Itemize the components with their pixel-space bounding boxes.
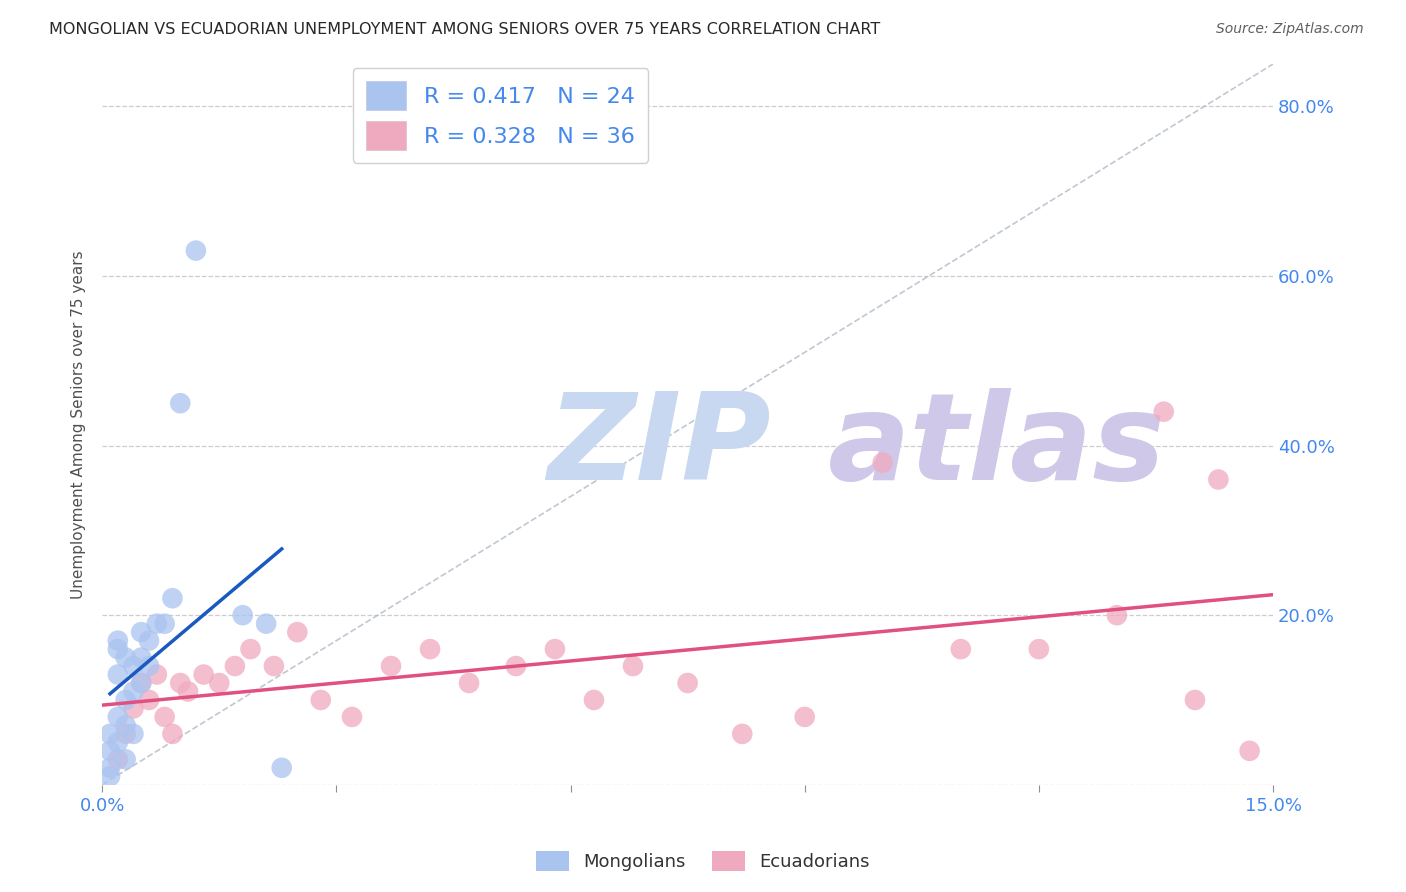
Text: atlas: atlas bbox=[828, 387, 1166, 505]
Point bbox=[184, 244, 207, 258]
Point bbox=[263, 659, 285, 673]
Point bbox=[162, 591, 184, 606]
Point bbox=[1153, 405, 1175, 419]
Point bbox=[169, 396, 191, 410]
Point bbox=[98, 761, 121, 775]
Point bbox=[1184, 693, 1206, 707]
Point bbox=[458, 676, 481, 690]
Point bbox=[239, 642, 262, 657]
Point bbox=[107, 642, 129, 657]
Point bbox=[208, 676, 231, 690]
Point bbox=[153, 616, 176, 631]
Point bbox=[129, 650, 152, 665]
Point bbox=[254, 616, 277, 631]
Point bbox=[122, 727, 145, 741]
Point bbox=[129, 676, 152, 690]
Point bbox=[949, 642, 972, 657]
Point bbox=[1239, 744, 1261, 758]
Point bbox=[114, 693, 136, 707]
Point bbox=[146, 616, 169, 631]
Point bbox=[122, 659, 145, 673]
Point bbox=[107, 667, 129, 681]
Point bbox=[793, 710, 815, 724]
Point bbox=[621, 659, 644, 673]
Point bbox=[162, 727, 184, 741]
Point bbox=[309, 693, 332, 707]
Point bbox=[122, 684, 145, 698]
Point bbox=[107, 735, 129, 749]
Point bbox=[193, 667, 215, 681]
Point bbox=[107, 710, 129, 724]
Point bbox=[1208, 473, 1230, 487]
Point bbox=[138, 693, 160, 707]
Point bbox=[98, 727, 121, 741]
Point bbox=[114, 727, 136, 741]
Point bbox=[114, 752, 136, 766]
Legend: Mongolians, Ecuadorians: Mongolians, Ecuadorians bbox=[529, 844, 877, 879]
Point bbox=[98, 744, 121, 758]
Point bbox=[676, 676, 699, 690]
Point bbox=[505, 659, 527, 673]
Point bbox=[270, 761, 292, 775]
Text: ZIP: ZIP bbox=[547, 387, 770, 505]
Point bbox=[582, 693, 605, 707]
Point bbox=[177, 684, 200, 698]
Point bbox=[107, 752, 129, 766]
Point bbox=[98, 769, 121, 783]
Y-axis label: Unemployment Among Seniors over 75 years: Unemployment Among Seniors over 75 years bbox=[72, 250, 86, 599]
Text: MONGOLIAN VS ECUADORIAN UNEMPLOYMENT AMONG SENIORS OVER 75 YEARS CORRELATION CHA: MONGOLIAN VS ECUADORIAN UNEMPLOYMENT AMO… bbox=[49, 22, 880, 37]
Point bbox=[731, 727, 754, 741]
Point bbox=[1105, 608, 1128, 623]
Point bbox=[114, 650, 136, 665]
Point bbox=[169, 676, 191, 690]
Legend: R = 0.417   N = 24, R = 0.328   N = 36: R = 0.417 N = 24, R = 0.328 N = 36 bbox=[353, 68, 648, 163]
Point bbox=[419, 642, 441, 657]
Point bbox=[340, 710, 363, 724]
Point bbox=[224, 659, 246, 673]
Point bbox=[1028, 642, 1050, 657]
Point bbox=[129, 676, 152, 690]
Point bbox=[146, 667, 169, 681]
Point bbox=[138, 633, 160, 648]
Point bbox=[122, 701, 145, 715]
Point bbox=[114, 718, 136, 732]
Point bbox=[872, 456, 894, 470]
Point bbox=[153, 710, 176, 724]
Point bbox=[380, 659, 402, 673]
Point bbox=[285, 625, 308, 640]
Point bbox=[107, 633, 129, 648]
Point bbox=[129, 625, 152, 640]
Text: Source: ZipAtlas.com: Source: ZipAtlas.com bbox=[1216, 22, 1364, 37]
Point bbox=[138, 659, 160, 673]
Point bbox=[544, 642, 567, 657]
Point bbox=[232, 608, 254, 623]
